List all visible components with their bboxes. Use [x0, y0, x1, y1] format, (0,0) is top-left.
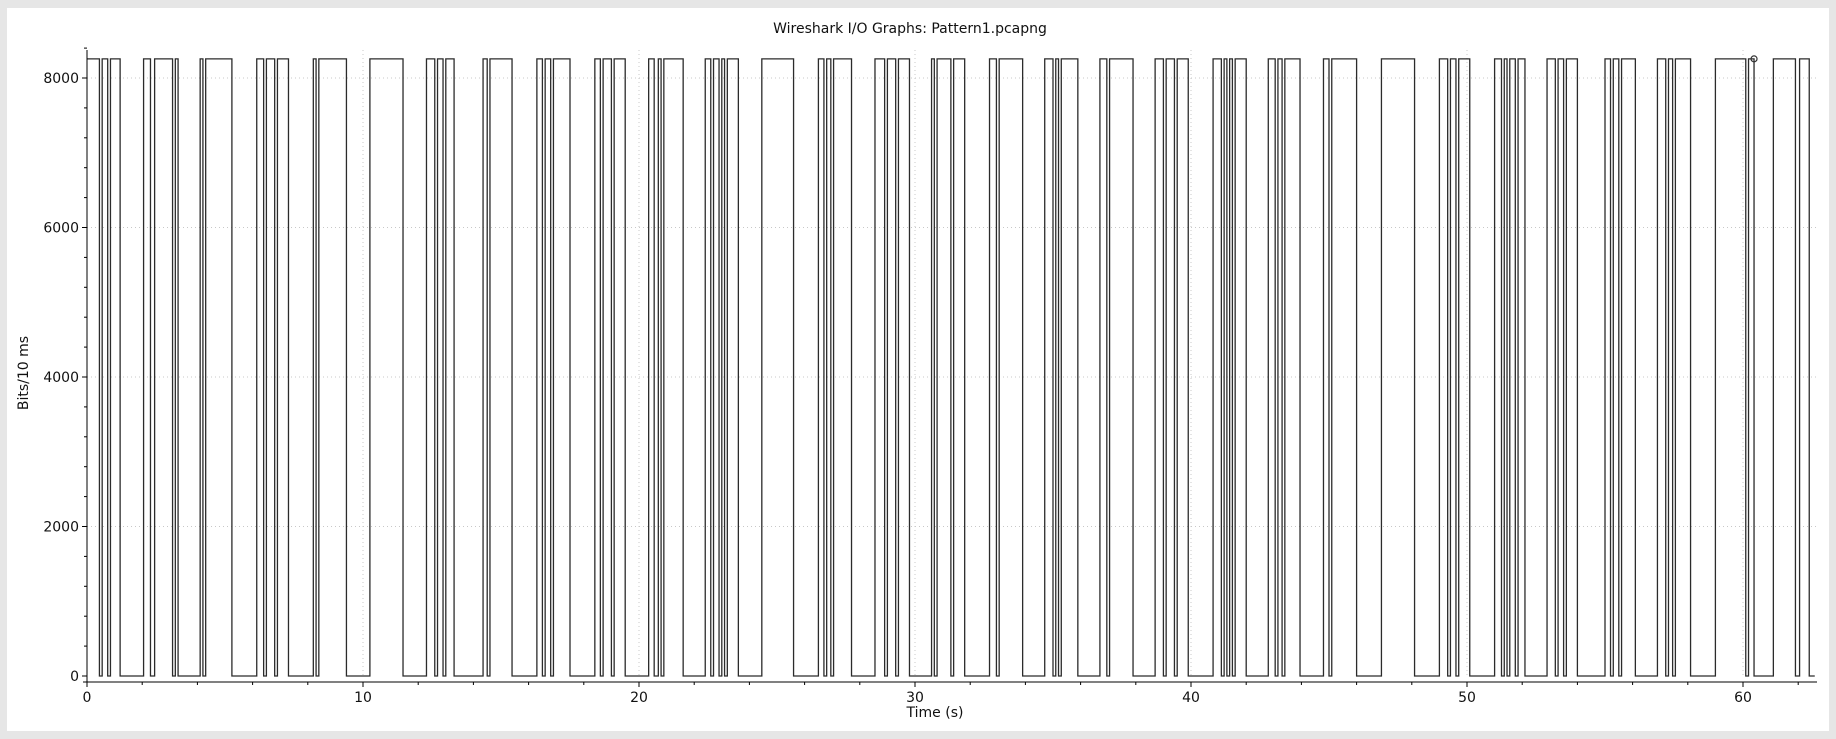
x-tick-label: 40: [1182, 690, 1200, 706]
y-tick-label: 8000: [43, 71, 79, 87]
tick-labels: 0 2000 4000 6000 8000 0 10 20 30 40 50 60: [43, 71, 1752, 706]
y-axis-title: Bits/10 ms: [16, 336, 32, 410]
chart-title: Wireshark I/O Graphs: Pattern1.pcapng: [773, 21, 1047, 37]
x-tick-label: 10: [354, 690, 372, 706]
grid-lines: [87, 50, 1817, 678]
series-layer: [87, 58, 1815, 677]
io-graph-chart[interactable]: Wireshark I/O Graphs: Pattern1.pcapng 0 2…: [7, 8, 1829, 731]
y-tick-label: 6000: [43, 221, 79, 237]
series-line: [87, 58, 1815, 677]
io-graph-window: Wireshark I/O Graphs: Pattern1.pcapng 0 2…: [7, 8, 1829, 731]
axes: [82, 47, 1817, 687]
y-tick-label: 2000: [43, 520, 79, 536]
cursor-marker[interactable]: [1750, 55, 1758, 63]
x-axis-title: Time (s): [906, 705, 964, 721]
x-tick-label: 20: [630, 690, 648, 706]
x-tick-label: 0: [83, 690, 92, 706]
x-tick-label: 50: [1458, 690, 1476, 706]
y-tick-label: 4000: [43, 370, 79, 386]
y-tick-label: 0: [70, 669, 79, 685]
x-tick-label: 60: [1734, 690, 1752, 706]
x-tick-label: 30: [906, 690, 924, 706]
